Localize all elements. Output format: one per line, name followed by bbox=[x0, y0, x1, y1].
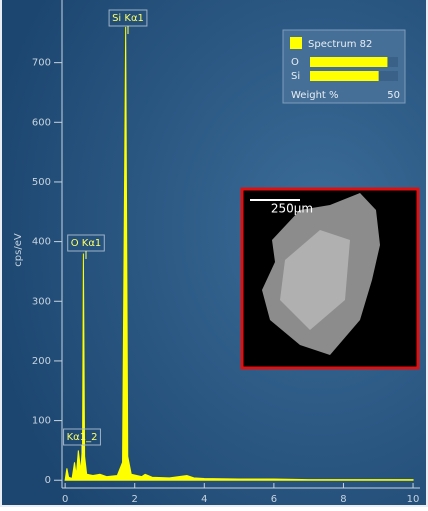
legend-title: Spectrum 82 bbox=[308, 39, 372, 50]
spectrum bbox=[64, 26, 414, 481]
scale-label: 250µm bbox=[271, 202, 313, 216]
particle-face bbox=[280, 230, 350, 330]
sem-inset: 250µm bbox=[240, 187, 420, 370]
x-tick-label: 6 bbox=[271, 494, 277, 505]
x-tick-label: 2 bbox=[132, 494, 138, 505]
peak-label: Kα1_2 bbox=[67, 432, 98, 443]
y-tick-label: 600 bbox=[32, 117, 51, 128]
y-tick-label: 500 bbox=[32, 177, 51, 188]
y-tick-label: 200 bbox=[32, 356, 51, 367]
legend-element: Si bbox=[291, 71, 300, 82]
peak-label: Si Kα1 bbox=[112, 13, 144, 24]
legend-scale-max: 50 bbox=[387, 90, 400, 101]
x-tick-label: 4 bbox=[201, 494, 207, 505]
peak-label: O Kα1 bbox=[71, 238, 102, 249]
legend-bar bbox=[310, 71, 379, 81]
x-tick-label: 0 bbox=[62, 494, 68, 505]
legend-scale-label: Weight % bbox=[291, 90, 339, 101]
y-tick-label: 100 bbox=[32, 416, 51, 427]
x-tick-label: 10 bbox=[407, 494, 420, 505]
y-tick-label: 400 bbox=[32, 237, 51, 248]
y-tick-label: 0 bbox=[45, 475, 51, 486]
y-tick-label: 700 bbox=[32, 58, 51, 69]
legend-element: O bbox=[291, 57, 299, 68]
legend-bar bbox=[310, 57, 388, 67]
y-tick-label: 300 bbox=[32, 296, 51, 307]
legend-swatch bbox=[290, 37, 302, 49]
y-axis-label: cps/eV bbox=[13, 233, 24, 267]
x-tick-label: 8 bbox=[340, 494, 346, 505]
